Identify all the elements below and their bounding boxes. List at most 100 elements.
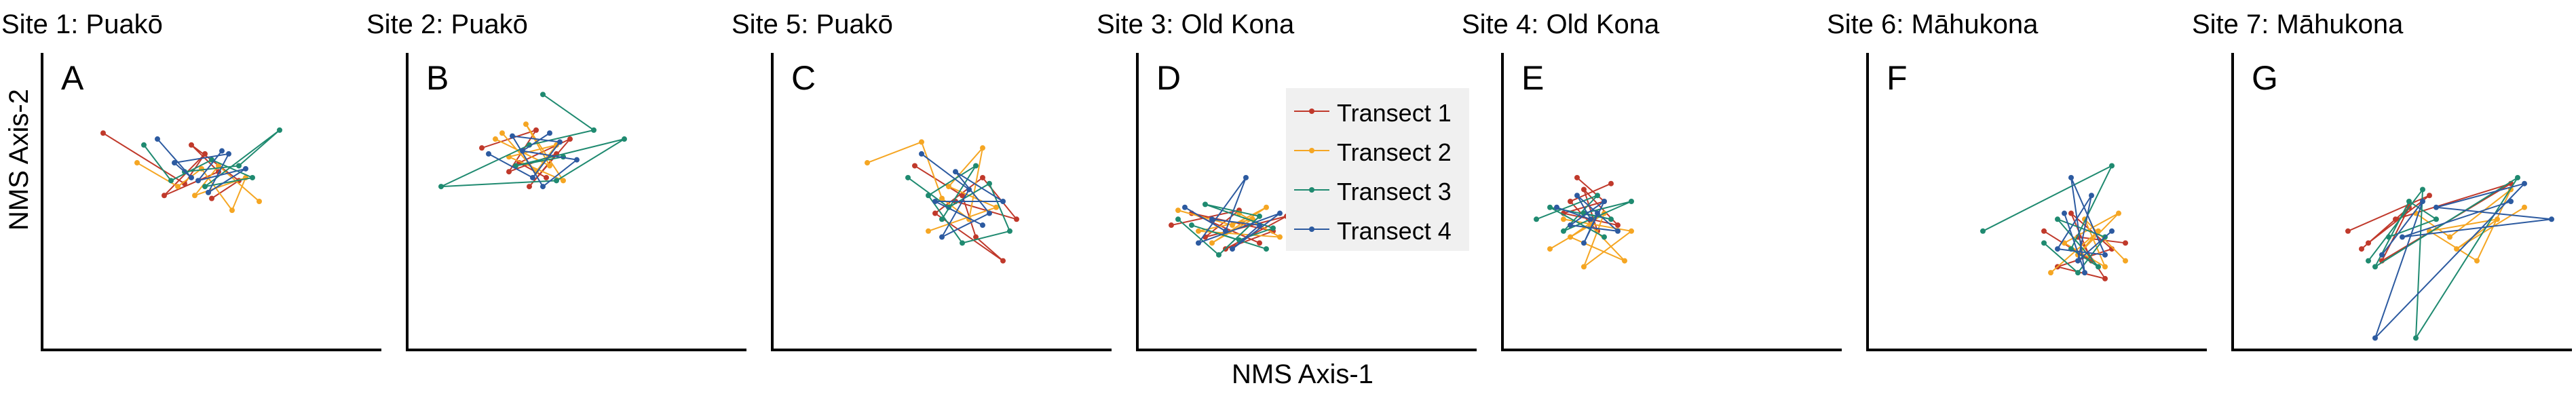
panel-g xyxy=(2231,53,2572,351)
panel-f xyxy=(1866,53,2207,351)
panel-b-transect-4-point xyxy=(520,148,525,154)
panel-c-transect-2-point xyxy=(939,195,945,201)
legend-label: Transect 2 xyxy=(1337,138,1452,166)
panel-a-transect-1-point xyxy=(202,151,208,157)
panel-g-transect-3-point xyxy=(2372,264,2378,270)
panel-e-transect-2-point xyxy=(1561,216,1566,222)
panel-b-transect-4-point xyxy=(510,133,515,139)
panel-c-axes xyxy=(771,53,1112,351)
panel-a-transect-2-point xyxy=(257,199,262,204)
y-axis-label: NMS Axis-2 xyxy=(4,89,34,231)
panel-b-transect-1-line xyxy=(481,129,571,187)
panel-c-letter: C xyxy=(791,59,816,97)
panel-c-transect-2-line xyxy=(867,141,998,232)
panel-b-transect-2-point xyxy=(499,130,505,136)
panel-b-transect-1-point xyxy=(479,145,485,151)
panel-e-transect-4-point xyxy=(1615,228,1621,234)
panel-e-transect-3-point xyxy=(1534,216,1539,222)
panel-c-transect-1-point xyxy=(1014,216,1019,222)
panel-a-transect-3-point xyxy=(141,142,147,148)
panel-b-transect-3-point xyxy=(540,92,546,98)
panel-c-transect-3-line xyxy=(907,165,1011,244)
panel-f-axes xyxy=(1866,53,2207,351)
panel-e-transect-4-line xyxy=(1556,195,1621,243)
panel-a-transect-2-point xyxy=(134,160,140,166)
panel-d-transect-2-point xyxy=(1264,204,1269,210)
legend-swatch-transect-1 xyxy=(1294,109,1329,114)
panel-a-transect-2-line xyxy=(136,162,260,212)
panel-a-transect-2-point xyxy=(229,208,235,214)
panel-f-transect-4-point xyxy=(2102,252,2108,258)
panel-d-transect-4-point xyxy=(1277,210,1283,216)
panel-c-transect-1-point xyxy=(980,174,985,180)
panel-e-title: Site 4: Old Kona xyxy=(1462,9,1660,39)
panel-g-transect-2-point xyxy=(2495,216,2500,222)
panel-g-transect-2-point xyxy=(2474,258,2480,264)
legend-entry-transect-3: Transect 3 xyxy=(1286,172,1469,208)
panel-e-transect-1-point xyxy=(1581,186,1587,193)
panel-c-transect-1-point xyxy=(973,234,979,240)
panel-d-transect-3-point xyxy=(1175,216,1181,222)
legend-label: Transect 1 xyxy=(1337,99,1452,127)
panel-f-transect-1-point xyxy=(2102,275,2108,281)
panel-d-transect-3-line xyxy=(1177,203,1276,256)
panel-a-axes xyxy=(41,53,381,351)
panel-e-transect-2-point xyxy=(1622,258,1627,264)
panel-e-transect-3-point xyxy=(1602,234,1607,240)
panel-f-transect-3-point xyxy=(2041,240,2047,246)
panel-b-transect-1-point xyxy=(533,127,539,133)
panel-e-letter: E xyxy=(1521,59,1545,97)
panel-c-transect-4-point xyxy=(919,151,924,157)
panel-d-letter: D xyxy=(1156,59,1181,97)
panel-d-transect-3-point xyxy=(1270,225,1276,231)
panel-a xyxy=(41,53,381,351)
panel-d-transect-3-point xyxy=(1202,201,1208,208)
panel-g-title: Site 7: Māhukona xyxy=(2192,9,2404,39)
panel-a-title: Site 1: Puakō xyxy=(1,9,163,39)
panel-a-transect-1-point xyxy=(209,195,214,201)
panel-c-transect-1-point xyxy=(960,193,965,199)
panel-d-transect-3-point xyxy=(1257,213,1262,219)
panel-a-transect-4-point xyxy=(243,165,248,172)
panel-c-transect-2-point xyxy=(980,145,985,151)
panel-b-transect-2-point xyxy=(523,121,529,127)
panel-f-transect-4-point xyxy=(2089,193,2094,199)
panel-d-transect-4-point xyxy=(1223,228,1228,234)
panel-a-transect-4-point xyxy=(219,148,225,154)
panel-b-transect-1-point xyxy=(567,136,573,142)
panel-c-transect-1-point xyxy=(1000,258,1006,264)
panel-d-transect-4-line xyxy=(1184,177,1281,250)
panel-f-transect-1-point xyxy=(2068,210,2074,216)
panel-d-transect-2-point xyxy=(1230,222,1235,229)
panel-b-transect-4-point xyxy=(547,130,552,136)
panel-g-transect-3-point xyxy=(2386,234,2391,240)
panel-g-transect-4-point xyxy=(2379,252,2385,258)
panel-c-transect-1-point xyxy=(932,210,938,216)
panel-d-title: Site 3: Old Kona xyxy=(1097,9,1295,39)
panel-b-transect-3-point xyxy=(591,127,596,133)
panel-g-axes xyxy=(2231,53,2572,351)
panel-c-transect-2-point xyxy=(993,204,999,210)
panel-f-transect-4-point xyxy=(2068,174,2074,180)
panel-f-title: Site 6: Māhukona xyxy=(1827,9,2039,39)
panel-f-transect-3-line xyxy=(1982,164,2114,274)
panel-e-transect-3-point xyxy=(1629,199,1634,204)
panel-a-transect-3-point xyxy=(168,178,174,184)
panel-d-transect-2-point xyxy=(1175,208,1181,214)
panel-a-transect-3-point xyxy=(277,127,282,133)
panel-a-transect-1-point xyxy=(100,130,106,136)
panel-a-transect-4-point xyxy=(195,178,201,184)
panel-c-transect-3-point xyxy=(960,240,965,246)
panel-g-transect-3-point xyxy=(2433,216,2439,222)
panel-g-transect-4-point xyxy=(2372,335,2378,341)
panel-c-transect-2-point xyxy=(865,160,870,166)
panel-b-transect-2-point xyxy=(493,136,498,142)
panel-d-transect-3-point xyxy=(1264,246,1269,252)
panel-e-transect-1-point xyxy=(1568,199,1573,204)
panel-b-transect-3-point xyxy=(554,178,559,184)
panel-c-title: Site 5: Puakō xyxy=(732,9,893,39)
panel-g-transect-3-point xyxy=(2420,186,2425,193)
panel-a-transect-4-point xyxy=(172,160,177,166)
panel-c-transect-4-point xyxy=(932,199,938,204)
